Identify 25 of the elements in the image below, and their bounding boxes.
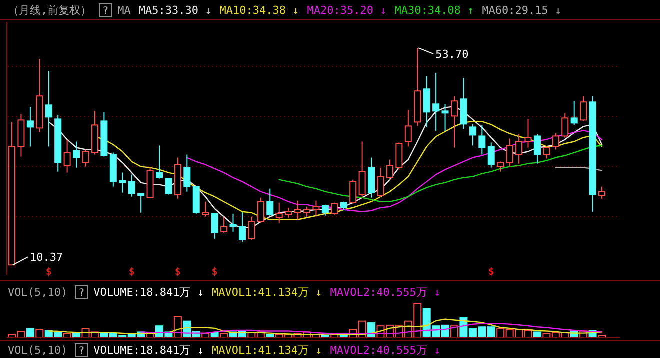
chart-title: （月线,前复权） [8,4,92,17]
annotation: $ [174,267,181,278]
text: ? [102,6,109,17]
text: MA20:35.20 ↓ [307,4,387,17]
text: MAVOL2:40.555万 ↓ [330,344,441,357]
text: ? [78,288,85,299]
text: MAVOL1:41.134万 ↓ [212,344,322,357]
annotation: 10.37 [30,251,64,264]
text: VOLUME:18.841万 ↓ [94,344,204,357]
annotation: 53.70 [436,48,469,62]
annotation: $ [488,267,494,278]
text: ? [78,346,85,357]
text: VOL(5,10) [8,344,68,357]
chart-title: VOL(5,10) [8,286,68,299]
annotation: $ [128,267,135,278]
text: MA5:33.30 ↓ [138,4,212,17]
text: MA30:34.08 ↑ [394,4,474,17]
text: MA [118,4,132,17]
annotation: $ [212,267,218,278]
text: MAVOL2:40.555万 ↓ [330,286,441,299]
annotation: $ [46,267,52,278]
text: MA10:34.38 ↓ [220,4,300,17]
text: MA60:29.15 ↓ [482,4,562,17]
text: VOLUME:18.841万 ↓ [94,286,204,299]
text: MAVOL1:41.134万 ↓ [212,286,322,299]
